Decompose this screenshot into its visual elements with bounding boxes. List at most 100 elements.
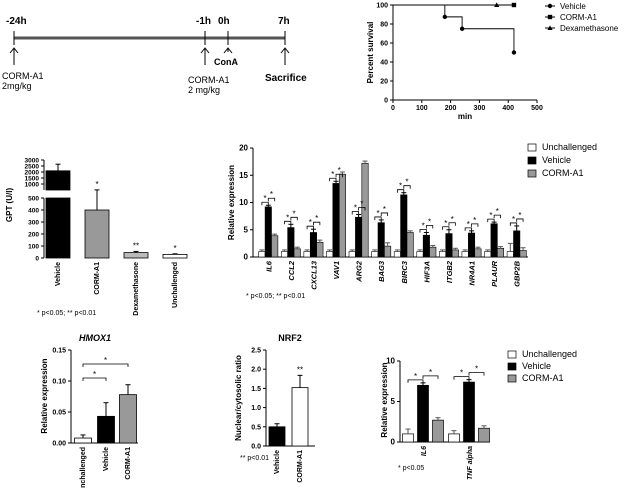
legend-label: Unchallenged: [522, 349, 577, 359]
expression-bar: [355, 216, 363, 258]
gpt-bar: [123, 252, 149, 259]
significance-bracket: [313, 221, 321, 226]
x-tick-label: HIF3A: [422, 261, 431, 283]
legend-label: Unchallenged: [542, 142, 597, 152]
cytokine-bar: [432, 419, 444, 443]
expression-bar: [309, 232, 317, 258]
y-tick-label: 20: [380, 79, 388, 86]
gpt-y-label: GPT (U/l): [5, 188, 14, 223]
cytokine-bar: [448, 433, 460, 443]
cytokine-significance-note: * p<0.05: [398, 465, 424, 472]
significance-star: *: [315, 214, 318, 223]
cytokine-y-label: Relative expression: [380, 362, 389, 437]
treatment-timeline: -24h -1h 0h 7h CORM-A1 2mg/kg CORM-A1 2 mg…: [2, 16, 307, 95]
y-tick-label: 100: [28, 243, 39, 250]
survival-point: [494, 2, 500, 7]
expression-bar: [484, 251, 492, 258]
cytokine-bar: [417, 384, 429, 443]
gpt-bar: [45, 170, 71, 191]
significance-bracket: [267, 197, 276, 202]
y-tick-label: 1000: [25, 181, 40, 188]
x-tick-label: CORM-A1: [94, 262, 101, 295]
expression-bar: [303, 251, 311, 258]
significance-star: *: [414, 372, 417, 381]
expression-bar: [445, 233, 453, 258]
expression-bar: [371, 251, 379, 258]
significance-star: *: [376, 209, 379, 218]
expression-bar: [506, 251, 514, 258]
significance-star: *: [338, 166, 341, 175]
expression-bar: [416, 251, 424, 258]
expression-bar: [338, 173, 346, 258]
significance-bracket: [335, 173, 343, 178]
x-tick-label: Unchallenged: [172, 262, 179, 308]
x-tick-label: Vehicle: [274, 450, 281, 474]
expression-bar: [377, 222, 385, 258]
expression-bar: [287, 227, 295, 258]
y-tick-label: 500: [28, 195, 39, 202]
significance-star: *: [428, 217, 431, 226]
timeline-event-label: Sacrifice: [265, 73, 307, 84]
cytokine-bar: [463, 381, 475, 443]
gpt-bar: [162, 253, 188, 259]
significance-bracket: [261, 201, 269, 206]
expression-bar: [400, 194, 408, 258]
x-tick-label: GBP2B: [513, 260, 522, 286]
x-tick-label: BAG3: [377, 260, 386, 282]
significance-star: *: [512, 215, 515, 224]
x-tick-label: VAV1: [332, 261, 341, 279]
significance-bracket: [82, 363, 129, 367]
cytokine-bar: [478, 427, 490, 443]
significance-star: *: [475, 365, 478, 374]
y-tick-label: 0: [391, 438, 396, 447]
y-tick-label: 0.05: [52, 410, 66, 417]
legend-label: Vehicle: [560, 2, 586, 11]
significance-star: *: [467, 220, 470, 229]
y-tick-label: 0: [244, 253, 249, 262]
significance-star: *: [104, 356, 107, 365]
significance-star: *: [360, 199, 363, 208]
significance-bracket: [422, 375, 439, 379]
significance-star: *: [309, 218, 312, 227]
significance-bracket: [464, 227, 472, 231]
y-tick-label: 20: [239, 144, 248, 153]
legend-label: Vehicle: [522, 361, 551, 371]
y-tick-label: 2000: [25, 169, 40, 176]
timeline-arrow: [280, 47, 290, 65]
timeline-arrow: [223, 47, 233, 54]
significance-star: *: [95, 180, 98, 189]
timeline-event-label: CORM-A1 2 mg/kg: [188, 75, 230, 95]
x-tick-label: 0: [391, 105, 395, 112]
significance-star: *: [270, 190, 273, 199]
survival-y-label: Percent survival: [366, 22, 375, 84]
legend-marker: [547, 14, 553, 20]
nrf2-chart: NRF2 0.0 0.5 1.0 1.5 2.0 2.5 Vehicle CORM-A1 **…: [234, 333, 315, 483]
significance-star: *: [473, 216, 476, 225]
expression-bar: [332, 183, 340, 258]
legend-swatch: [507, 374, 517, 383]
expression-bar: [519, 250, 527, 258]
legend-marker: [547, 25, 553, 30]
hmox1-title: HMOX1: [79, 333, 111, 343]
timeline-arrow: [200, 47, 210, 65]
survival-point: [511, 2, 517, 8]
significance-star: *: [444, 219, 447, 228]
timeline-time-label: 0h: [218, 16, 230, 27]
significance-bracket: [419, 229, 427, 233]
expression-bar: [258, 251, 266, 258]
x-tick-label: CORM-A1: [125, 447, 132, 480]
x-tick-label: Dexamethasone: [133, 262, 140, 316]
expression-bar: [422, 234, 430, 258]
significance-star: *: [286, 213, 289, 222]
y-tick-label: 0.15: [52, 348, 66, 355]
significance-bracket: [448, 222, 456, 226]
significance-bracket: [290, 216, 298, 221]
significance-bracket: [329, 177, 337, 182]
legend-swatch: [527, 156, 537, 165]
significance-star: **: [297, 365, 303, 374]
significance-star: **: [133, 241, 139, 250]
significance-bracket: [380, 212, 389, 216]
legend-label: Dexamethasone: [560, 24, 619, 33]
y-tick-label: 400: [28, 207, 39, 214]
